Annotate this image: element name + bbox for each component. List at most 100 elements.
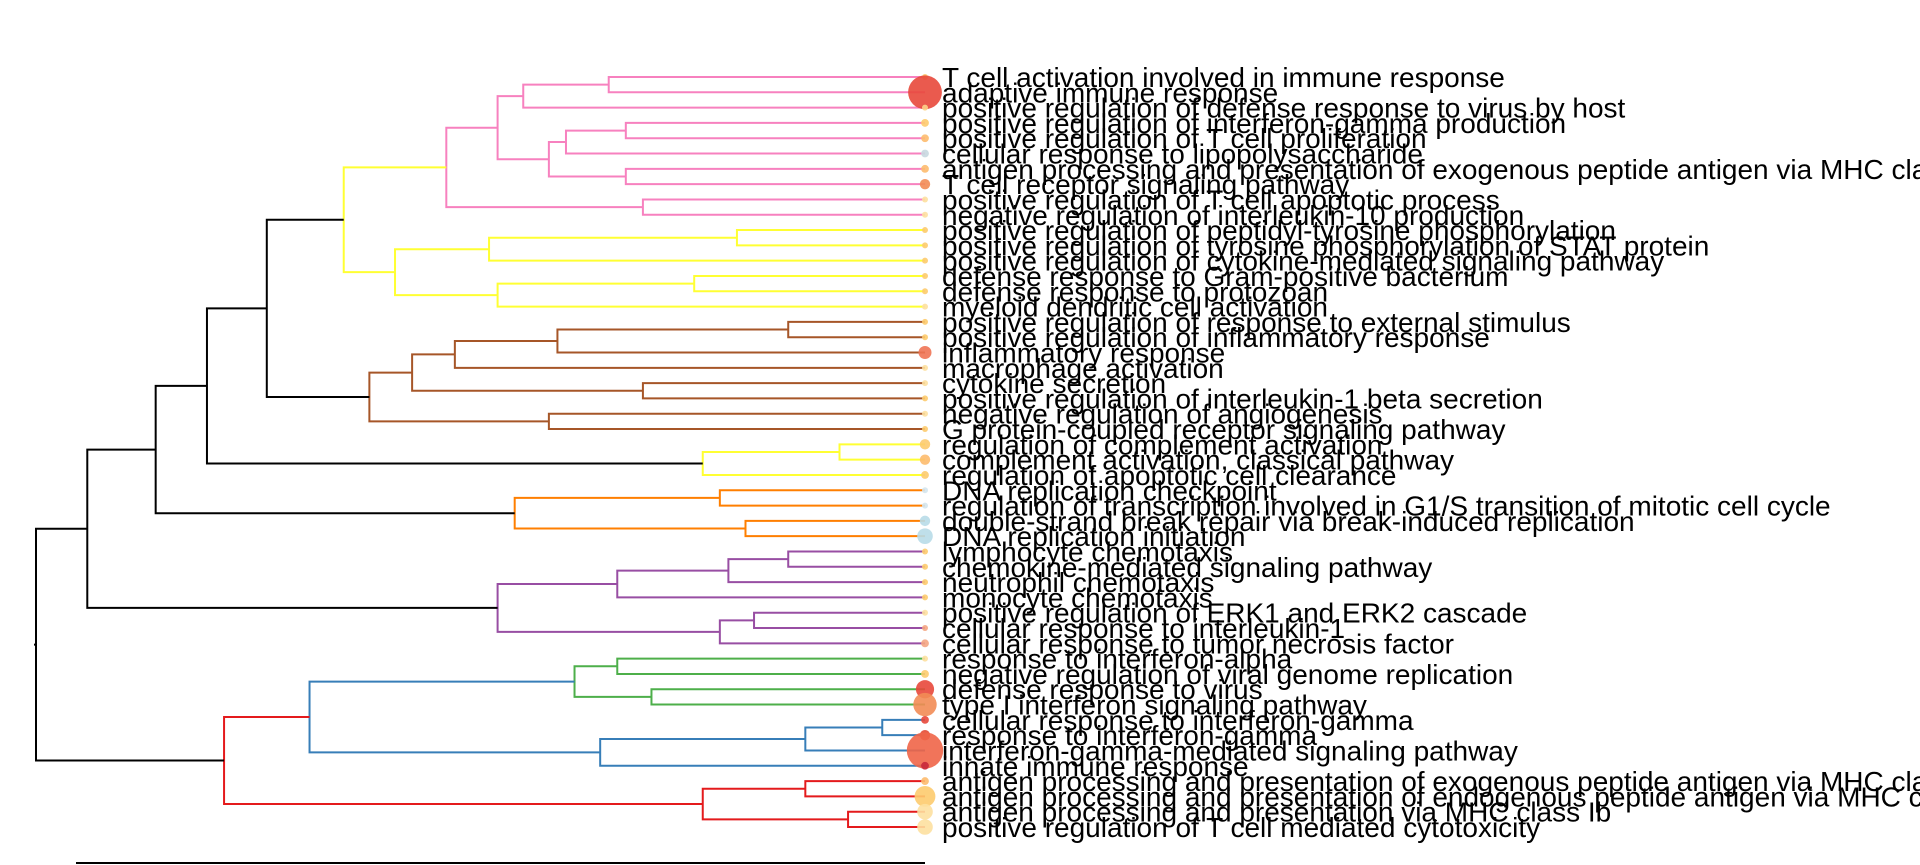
leaf-dot [917,819,933,835]
leaf-dot [919,439,931,450]
leaf-dot [906,732,944,769]
leaf-label: T cell activation involved in immune res… [942,62,1505,93]
dendrogram-branch-t33 [616,569,925,599]
dendrogram-branch-t22 [368,371,549,423]
leaf-label: positive regulation of interleukin-1 bet… [942,383,1543,414]
leaf-label: G protein-coupled receptor signaling pat… [942,414,1505,445]
dendrogram-branch-t25 [701,451,925,476]
dendrogram-branch-t49 [35,527,225,762]
leaf-label: T cell receptor signaling pathway [942,169,1349,200]
leaf-label: positive regulation of T cell apoptotic … [942,184,1500,215]
leaf-dot [919,178,931,190]
leaf-label: cytokine secretion [942,368,1166,399]
leaf-label: chemokine-mediated signaling pathway [942,552,1432,583]
leaf-label: antigen processing and presentation of e… [942,766,1920,797]
dendrogram-branch-t28 [744,519,925,538]
leaf-dot [913,692,937,717]
leaf-dot [922,272,928,279]
leaf-label: DNA replication initiation [942,521,1246,552]
leaf-dot [922,242,928,249]
leaf-dot [921,761,929,770]
dendrogram-branch-t40 [573,665,652,698]
dendrogram-branch-t3 [624,121,925,140]
leaf-label: macrophage activation [942,353,1224,384]
dendrogram-branch-t2 [522,83,925,109]
dendrogram-branch-t27 [718,489,925,507]
leaf-dot [921,471,929,479]
leaf-label: type I interferon signaling pathway [942,690,1367,721]
leaf-label: cellular response to interferon-gamma [942,705,1414,736]
dendrogram-branches [34,76,925,828]
dendrogram-branch-t44 [308,680,601,754]
leaf-dot [917,803,933,820]
leaf-dot [908,75,942,110]
leaf-dot [922,625,928,632]
dendrogram-branch-t43 [599,737,925,767]
leaf-label: antigen processing and presentation via … [942,797,1611,828]
dendrogram-branch-t9 [445,126,643,209]
dendrogram-branch-t15 [342,166,447,274]
leaf-dot [922,395,928,402]
dendrogram-branch-t16 [787,320,925,339]
leaf-dot [922,318,928,325]
dendrogram-branch-t23 [265,218,370,398]
leaf-label: positive regulation of defense response … [942,93,1626,124]
leaf-dot [919,454,931,465]
dendrogram-branch-t39 [650,688,925,706]
dendrogram-branch-t4 [564,129,925,155]
dendrogram-branch-t10 [735,229,925,247]
leaf-dot [921,670,929,678]
leaf-dot [922,227,928,234]
leaf-label: antigen processing and presentation of e… [942,154,1920,185]
leaf-dot [922,211,928,218]
dendrogram-branch-t32 [727,558,925,584]
leaf-label: negative regulation of interleukin-10 pr… [942,200,1524,231]
dendrogram-branch-t35 [718,619,925,645]
leaf-dot [919,515,931,527]
leaf-dot [921,149,929,158]
leaf-label: defense response to Gram-positive bacter… [942,261,1509,292]
leaf-dot [922,579,928,586]
dendrogram-branch-t8 [641,198,925,216]
leaf-label: positive regulation of ERK1 and ERK2 cas… [942,598,1527,629]
leaf-dot [921,164,929,173]
dendrogram-branch-t34 [753,611,925,630]
leaf-label: innate immune response [942,751,1249,782]
leaf-dot [918,346,932,360]
leaf-label: interferon-gamma-mediated signaling path… [942,735,1518,766]
leaf-label: positive regulation of inflammatory resp… [942,322,1490,353]
leaf-labels: T cell activation involved in immune res… [942,62,1920,843]
leaf-dot [922,364,928,371]
leaf-dot [922,104,928,111]
leaf-label: positive regulation of response to exter… [942,307,1571,338]
leaf-dot [922,426,928,433]
leaf-dot [922,548,928,555]
leaf-label: inflammatory response [942,338,1225,369]
leaf-dot [921,134,929,143]
leaf-label: double-strand break repair via break-ind… [942,506,1635,537]
leaf-label: cellular response to interleukin-1 [942,613,1345,644]
leaf-label: positive regulation of interferon-gamma … [942,108,1566,139]
leaf-dot [921,715,929,724]
leaf-dot [922,334,928,341]
leaf-label: positive regulation of T cell mediated c… [942,812,1540,843]
leaf-dot [922,594,928,601]
leaf-dot [914,785,936,807]
dendrogram-branch-t1 [607,76,925,94]
dendrogram-branch-t11 [488,236,925,262]
leaf-label: positive regulation of T cell proliferat… [942,123,1427,154]
leaf-label: DNA replication checkpoint [942,475,1277,506]
dendrogram-branch-t45 [804,780,925,798]
leaf-label: response to interferon-alpha [942,644,1293,675]
dendrogram-branch-t5 [624,167,925,186]
dendrogram-branch-t31 [787,550,925,568]
dendrogram-branch-t48 [223,715,703,806]
leaf-label: positive regulation of cytokine-mediated… [942,246,1664,277]
leaf-dots [906,74,944,835]
dendrogram-branch-t24 [838,443,925,461]
leaf-label: neutrophil chemotaxis [942,567,1214,598]
leaf-dot [921,639,929,648]
dendrogram-branch-t36 [496,583,720,633]
leaf-dot [922,303,928,310]
